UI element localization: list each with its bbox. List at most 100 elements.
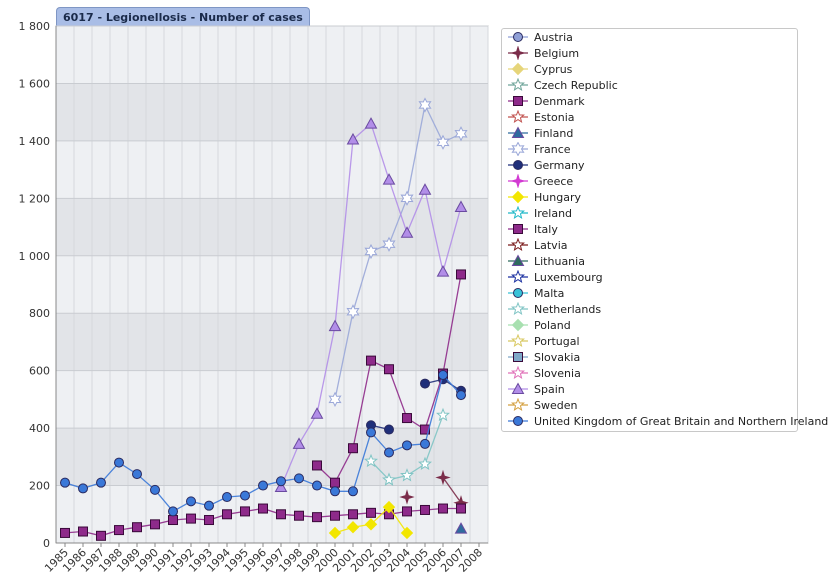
chart-title: 6017 - Legionellosis - Number of cases [56,7,310,27]
y-tick-label: 200 [29,480,50,493]
legend-label: Hungary [534,190,581,204]
legend-item[interactable]: France [508,141,571,157]
data-point [384,364,394,375]
data-point [402,506,412,517]
legend-item[interactable]: Cyprus [508,61,572,77]
legend-swatch [508,110,528,124]
legend-swatch [508,32,528,42]
data-point [312,512,322,523]
data-point [168,506,178,517]
y-tick-label: 0 [43,537,50,550]
data-point [328,526,342,540]
data-point [294,510,304,521]
legend-swatch [508,334,528,348]
legend-item[interactable]: Luxembourg [508,269,603,285]
legend-marker [511,254,525,266]
legend-item[interactable]: Latvia [508,237,568,253]
legend-label: Greece [534,174,574,188]
data-point [420,378,430,389]
data-point [150,519,160,530]
legend-item[interactable]: Czech Republic [508,77,618,93]
legend-label: Denmark [534,94,585,108]
data-point [330,486,340,497]
data-point [204,515,214,526]
legend-swatch [508,318,528,332]
legend-item[interactable]: Germany [508,157,585,173]
legend-swatch [508,302,528,316]
data-point [276,509,286,520]
data-point [454,126,468,142]
legend-item[interactable]: Poland [508,317,571,333]
legend-swatch [508,398,528,412]
data-point [96,530,106,541]
data-point [204,500,214,511]
legend-item[interactable]: Greece [508,173,573,189]
legend-item[interactable]: Sweden [508,397,577,413]
y-tick-label: 1 400 [19,135,51,148]
legend-label: Netherlands [534,302,602,316]
legend-label: Belgium [534,46,580,60]
data-point [222,492,232,503]
legend-marker [513,352,523,362]
legend-item[interactable]: Italy [508,221,558,237]
data-point [346,520,360,534]
legend-item[interactable]: Spain [508,381,565,397]
legend-swatch [508,78,528,92]
data-point [364,453,378,468]
series-france [328,97,468,408]
legend-item[interactable]: United Kingdom of Great Britain and Nort… [508,413,828,429]
legend-item[interactable]: Denmark [508,93,585,109]
legend-swatch [508,288,528,298]
legend-marker [511,238,525,252]
legend-swatch [508,352,528,362]
legend-swatch [508,190,528,204]
series-united-kingdom-of-great-britain-and-northern-ireland [60,369,466,517]
data-point [456,390,466,401]
legend-item[interactable]: Malta [508,285,564,301]
legend-item[interactable]: Belgium [508,45,579,61]
legend-label: Italy [534,222,558,236]
legend-marker [511,142,525,156]
data-point [294,473,304,484]
legend-swatch [508,174,528,188]
data-point [420,504,430,515]
legend-item[interactable]: Austria [508,29,573,45]
y-tick-label: 1 800 [19,20,51,33]
y-tick-label: 400 [29,422,50,435]
legend-item[interactable]: Netherlands [508,301,601,317]
legend-label: Slovenia [534,366,581,380]
legend-item[interactable]: Estonia [508,109,575,125]
data-point [328,391,342,408]
data-point [384,447,394,458]
legend-item[interactable]: Hungary [508,189,581,205]
data-point [60,527,70,538]
data-point [258,480,268,491]
legend-marker [513,96,523,106]
data-point [382,472,396,486]
legend-swatch [508,46,528,60]
legend-label: Luxembourg [534,270,603,284]
data-point [454,200,468,212]
legend-item[interactable]: Finland [508,125,573,141]
legend-item[interactable]: Slovenia [508,365,581,381]
data-point [348,443,358,454]
legend-item[interactable]: Ireland [508,205,572,221]
legend-label: Lithuania [534,254,585,268]
legend-item[interactable]: Slovakia [508,349,580,365]
legend-item[interactable]: Portugal [508,333,580,349]
legend-label: Finland [534,126,574,140]
legend-marker [510,174,526,188]
legend: Austria Belgium Cyprus Czech Republic Denmar… [501,28,828,432]
legend-marker [511,382,525,394]
series-netherlands [364,407,450,486]
legend-swatch [508,270,528,284]
legend-marker [511,270,525,284]
data-point [400,226,414,238]
legend-marker [511,206,525,220]
legend-label: Czech Republic [534,78,618,92]
data-point [454,522,468,534]
legend-item[interactable]: Lithuania [508,253,585,269]
legend-marker [511,318,525,332]
data-point [364,518,378,531]
